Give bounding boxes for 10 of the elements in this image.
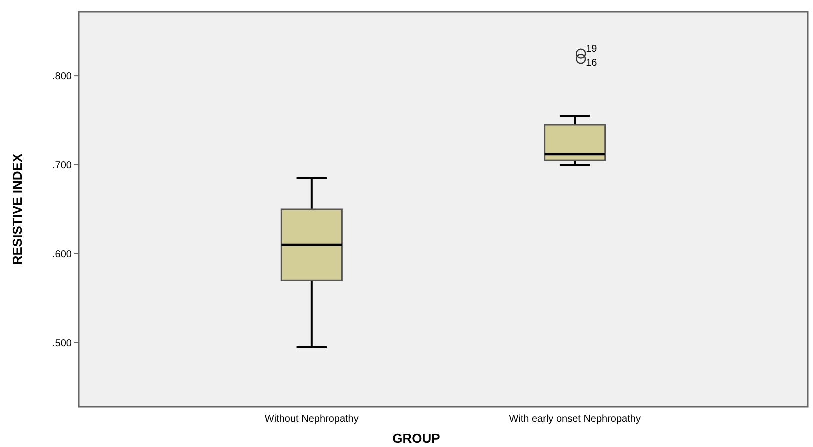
x-tick-label: Without Nephropathy [264, 414, 359, 425]
x-axis-title: GROUP [392, 431, 441, 446]
y-tick-label: .700 [52, 160, 72, 172]
annotation: 19 [586, 44, 598, 55]
y-tick-label: .800 [52, 72, 72, 83]
y-tick-label: .600 [52, 249, 72, 260]
annotation: 16 [586, 58, 598, 70]
y-axis-title: RESISTIVE INDEX [10, 154, 25, 266]
y-tick-label: .500 [52, 338, 72, 350]
x-tick-label: With early onset Nephropathy [509, 414, 641, 425]
